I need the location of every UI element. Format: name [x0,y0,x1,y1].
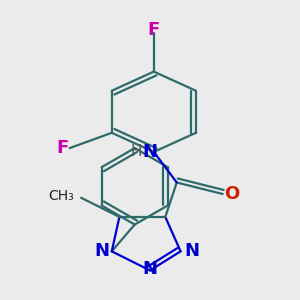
Text: F: F [148,20,160,38]
Text: CH₃: CH₃ [48,189,74,203]
Text: O: O [225,185,240,203]
Text: H: H [131,144,142,159]
Text: N: N [184,242,200,260]
Text: N: N [142,260,158,278]
Text: N: N [142,143,158,161]
Text: F: F [56,139,68,157]
Text: N: N [95,242,110,260]
